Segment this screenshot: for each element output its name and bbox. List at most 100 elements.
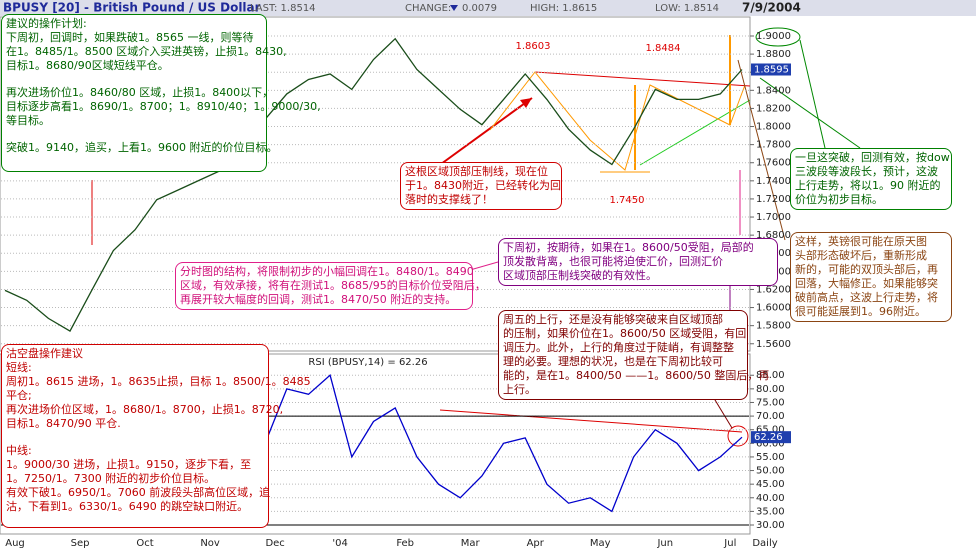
rsi-trend-line — [439, 409, 743, 433]
y-tick-label: 1.6200 — [756, 284, 791, 295]
paragraph: 沽空盘操作建议 短线: 周初1。8615 进场，1。8635止损，目标 1。8500… — [6, 347, 311, 431]
y-tick-label: 1.7600 — [756, 158, 791, 169]
series-line — [264, 374, 743, 513]
paragraph: 这样，英镑很可能在原天图 头部形态破坏后，重新形成 新的，可能的双顶头部后，再 回落，… — [795, 235, 947, 319]
y-tick-label: 1.5600 — [756, 339, 791, 350]
y-tick-label: 1.8200 — [756, 103, 791, 114]
header-title: BPUSY [20] - British Pound / US Dollar — [3, 1, 261, 15]
annotation-line: 等目标。 — [6, 114, 50, 127]
y-tick-label: 70.00 — [756, 411, 785, 422]
annotation-line: 的压制，如果价位在1。8600/50 区域受阻，有回 — [503, 327, 747, 340]
y-tick-label: 1.7800 — [756, 140, 791, 151]
annotation-line: 平仓; — [6, 389, 32, 402]
arrow — [429, 97, 533, 173]
annotation-box: 一旦这突破，回测有效，按dow 三波段等波段长，预计，这波 上行走势，将以1。90 … — [790, 148, 952, 210]
y-tick-label: 35.00 — [756, 506, 785, 517]
annotation-line: 价位为初步目标。 — [795, 193, 883, 206]
price-annotation: 1.8484 — [646, 43, 681, 54]
annotation-line: 区域顶部压制线突破的有效性。 — [503, 269, 657, 282]
price-annotation: 1.8603 — [516, 41, 551, 52]
annotation-line: 沽，下看到1。6330/1。6490 的跳空缺口附近。 — [6, 500, 249, 513]
y-tick-label: 1.7400 — [756, 176, 791, 187]
annotation-line: 再展开较大幅度的回调，测试1。8470/50 附近的支持。 — [180, 293, 457, 306]
annotation-line: 这根区域顶部压制线，现在位 — [405, 165, 548, 178]
y-tick-label: 50.00 — [756, 466, 785, 477]
y-tick-label: 85.00 — [756, 370, 785, 381]
x-tick-label: Jun — [656, 538, 673, 549]
y-tick-label: 40.00 — [756, 493, 785, 504]
y-tick-label: 55.00 — [756, 452, 785, 463]
annotation-line: 1。9000/30 进场，止损1。9150，逐步下看，至 — [6, 458, 252, 471]
change-arrow — [450, 5, 458, 11]
x-tick-label: Nov — [200, 538, 220, 549]
series-line — [4, 37, 743, 333]
x-tick-label: '04 — [332, 538, 347, 549]
x-tick-label: Sep — [71, 538, 90, 549]
y-tick-label: 45.00 — [756, 479, 785, 490]
last-value-label: 1.8595 — [754, 64, 789, 75]
paragraph: 一旦这突破，回测有效，按dow 三波段等波段长，预计，这波 上行走势，将以1。90 … — [795, 151, 950, 207]
annotation-box: 下周初，按期待，如果在1。8600/50受阻，局部的 顶发散背离，也很可能将迫使汇… — [498, 238, 778, 286]
annotation-line: 有效下破1。6950/1。7060 前波段头部高位区域，追 — [6, 486, 271, 499]
annotation-box: 建议的操作计划: 下周初，回调时，如果跌破1。8565 一线，则等待 在1。8485… — [1, 14, 321, 172]
annotation-line: 新的，可能的双顶头部后，再 — [795, 263, 938, 276]
y-tick-label: 1.7200 — [756, 194, 791, 205]
annotation-box: 沽空盘操作建议 短线: 周初1。8615 进场，1。8635止损，目标 1。8500… — [1, 344, 311, 528]
y-tick-label: 80.00 — [756, 384, 785, 395]
annotation-line: 理的必要。理想的状况，也是在下周初比较可 — [503, 355, 723, 368]
paragraph: 突破1。9140，追买，上看1。9600 附近的价位目标。 — [6, 141, 277, 155]
annotation-line: 再次进场价位1。8460/80 区域，止损1。8400以下， — [6, 86, 274, 99]
header-low: LOW: 1.8514 — [655, 3, 719, 14]
header-high: HIGH: 1.8615 — [530, 3, 597, 14]
annotation-line: 于1。8430附近，已经转化为回 — [405, 179, 561, 192]
y-tick-label: 1.9000 — [756, 31, 791, 42]
panel-title: RSI (BPUSY,14) = 62.26 — [308, 357, 427, 368]
rsi-circle — [727, 425, 749, 447]
annotation-line: 三波段等波段长，预计，这波 — [795, 165, 938, 178]
x-axis-note: Daily — [752, 538, 777, 549]
paragraph: 建议的操作计划: 下周初，回调时，如果跌破1。8565 一线，则等待 在1。8485… — [6, 17, 287, 73]
header-last: LAST: 1.8514 — [250, 3, 316, 14]
resistance-line — [534, 71, 751, 87]
support-line — [639, 99, 751, 166]
annotation-line: 目标1。8470/90 平仓. — [6, 417, 121, 430]
annotation-line: 周五的上行，还是没有能够突破来自区域顶部 — [503, 313, 723, 326]
x-tick-label: Feb — [396, 538, 414, 549]
annotation-line: 建议的操作计划: — [6, 17, 87, 30]
annotation-line: 破前高点，这波上行走势，将 — [795, 291, 938, 304]
wave-line — [489, 71, 746, 171]
x-tick-label: Jul — [723, 538, 736, 549]
paragraph: 这根区域顶部压制线，现在位 于1。8430附近，已经转化为回 落时的支撑线了！ — [405, 165, 561, 207]
last-value-label: 62.26 — [754, 432, 783, 443]
paragraph: 中线: 1。9000/30 进场，止损1。9150，逐步下看，至 1。7250/1。… — [6, 444, 271, 514]
annotation-line: 调压力。此外，上行的角度过于陡峭，有调整整 — [503, 341, 734, 354]
price-annotation: 1.7450 — [610, 195, 645, 206]
y-tick-label: 1.6000 — [756, 303, 791, 314]
annotation-line: 回落，大幅修正。如果能够突 — [795, 277, 938, 290]
annotation-line: 很可能延展到1。96附近。 — [795, 305, 926, 318]
annotation-line: 这样，英镑很可能在原天图 — [795, 235, 927, 248]
y-tick-label: 75.00 — [756, 397, 785, 408]
annotation-line: 下周初，回调时，如果跌破1。8565 一线，则等待 — [6, 31, 254, 44]
annotation-box: 这样，英镑很可能在原天图 头部形态破坏后，重新形成 新的，可能的双顶头部后，再 回落，… — [790, 232, 952, 322]
annotation-box: 周五的上行，还是没有能够突破来自区域顶部 的压制，如果价位在1。8600/50 区… — [498, 310, 769, 400]
x-tick-label: Oct — [136, 538, 153, 549]
paragraph: 下周初，按期待，如果在1。8600/50受阻，局部的 顶发散背离，也很可能将迫使汇… — [503, 241, 773, 283]
header-bar — [0, 0, 976, 16]
header-change-label: CHANGE: — [405, 3, 451, 14]
annotation-line: 目标逐步高看1。8690/1。8700；1。8910/40；1。9000/30, — [6, 100, 321, 113]
y-tick-label: 1.5800 — [756, 321, 791, 332]
annotation-line: 分时图的结构，将限制初步的小幅回调在1。8480/1。8490 — [180, 265, 474, 278]
y-tick-label: 65.00 — [756, 425, 785, 436]
y-tick-label: 60.00 — [756, 438, 785, 449]
x-tick-label: Mar — [461, 538, 481, 549]
callout-line — [711, 394, 733, 429]
x-tick-label: Dec — [265, 538, 284, 549]
annotation-line: 短线: — [6, 361, 32, 374]
y-tick-label: 30.00 — [756, 520, 785, 531]
annotation-line: 中线: — [6, 444, 32, 457]
callout-line — [469, 261, 499, 271]
y-tick-label: 1.8400 — [756, 85, 791, 96]
annotation-line: 目标1。8680/90区域短线平仓。 — [6, 59, 169, 72]
annotation-line: 再次进场价位区域，1。8680/1。8700，止损1。8720, — [6, 403, 284, 416]
